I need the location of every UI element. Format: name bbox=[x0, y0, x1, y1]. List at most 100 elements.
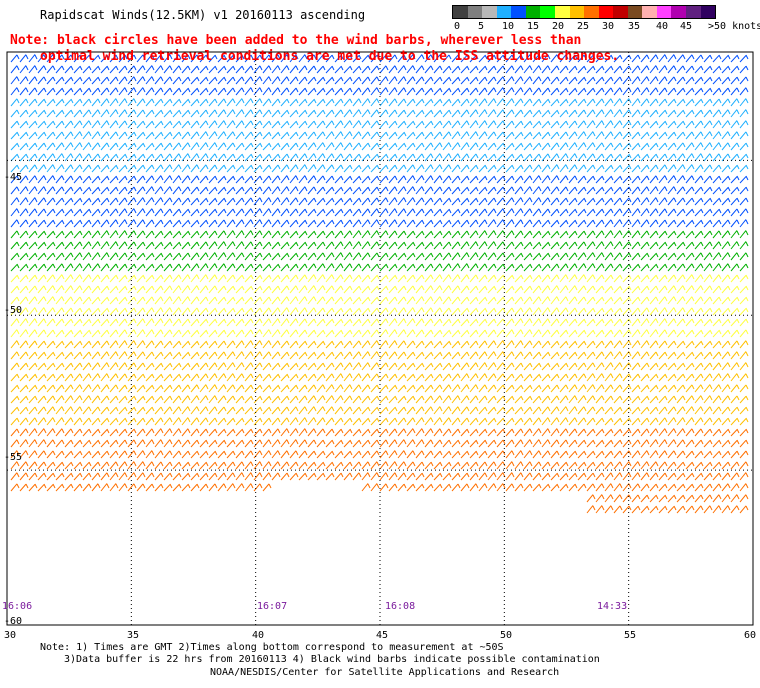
wind-barb bbox=[136, 362, 146, 371]
wind-barb bbox=[604, 120, 614, 129]
wind-barb bbox=[550, 142, 560, 151]
wind-barb bbox=[568, 76, 578, 85]
wind-barb bbox=[649, 120, 659, 129]
wind-barb bbox=[118, 274, 128, 283]
lat-label-55: -55 bbox=[4, 452, 23, 463]
wind-barb bbox=[721, 505, 731, 514]
wind-barb bbox=[424, 373, 434, 382]
wind-barb bbox=[541, 439, 551, 448]
wind-barb bbox=[199, 164, 209, 173]
wind-barb bbox=[334, 76, 344, 85]
wind-barb bbox=[28, 131, 38, 140]
wind-barb bbox=[460, 230, 470, 239]
wind-barb bbox=[37, 263, 47, 272]
wind-barb bbox=[649, 87, 659, 96]
wind-barb bbox=[397, 307, 407, 316]
wind-barb bbox=[244, 186, 254, 195]
wind-barb bbox=[190, 483, 200, 492]
wind-barb bbox=[451, 175, 461, 184]
wind-barb bbox=[523, 483, 533, 492]
wind-barb bbox=[424, 241, 434, 250]
wind-barb bbox=[298, 153, 308, 162]
wind-barb bbox=[10, 450, 20, 459]
wind-barb bbox=[217, 307, 227, 316]
wind-barb bbox=[352, 461, 362, 470]
wind-barb bbox=[676, 450, 686, 459]
wind-barb bbox=[433, 450, 443, 459]
wind-barb bbox=[505, 219, 515, 228]
wind-barb bbox=[631, 461, 641, 470]
wind-barb bbox=[595, 65, 605, 74]
lon-label-45: 45 bbox=[376, 630, 389, 641]
wind-barb bbox=[730, 241, 740, 250]
wind-barb bbox=[55, 472, 65, 481]
wind-barb bbox=[10, 274, 20, 283]
wind-barb bbox=[379, 329, 389, 338]
wind-barb bbox=[712, 208, 722, 217]
wind-barb bbox=[226, 153, 236, 162]
wind-barb bbox=[379, 285, 389, 294]
lon-label-35: 35 bbox=[127, 630, 140, 641]
footer-credit: NOAA/NESDIS/Center for Satellite Applica… bbox=[210, 667, 560, 678]
wind-barb bbox=[649, 494, 659, 503]
wind-barb bbox=[289, 329, 299, 338]
wind-barb bbox=[676, 494, 686, 503]
wind-barb bbox=[640, 274, 650, 283]
wind-barb bbox=[595, 219, 605, 228]
wind-barb bbox=[397, 263, 407, 272]
gridlines bbox=[7, 52, 753, 625]
wind-barb bbox=[10, 329, 20, 338]
wind-barb bbox=[10, 131, 20, 140]
wind-barb bbox=[523, 76, 533, 85]
wind-barb bbox=[181, 395, 191, 404]
wind-barb bbox=[172, 252, 182, 261]
wind-barb bbox=[262, 219, 272, 228]
wind-barb bbox=[343, 329, 353, 338]
wind-barb bbox=[460, 351, 470, 360]
wind-barb bbox=[181, 164, 191, 173]
wind-barb bbox=[19, 142, 29, 151]
wind-barb bbox=[91, 351, 101, 360]
wind-barb bbox=[226, 318, 236, 327]
wind-barb bbox=[730, 406, 740, 415]
wind-barb bbox=[604, 472, 614, 481]
wind-barb bbox=[568, 450, 578, 459]
cb-label-45: 45 bbox=[680, 21, 693, 32]
wind-barb bbox=[352, 241, 362, 250]
wind-barb bbox=[352, 175, 362, 184]
wind-barb bbox=[163, 186, 173, 195]
wind-barb bbox=[424, 252, 434, 261]
wind-barb bbox=[388, 54, 398, 63]
wind-barb bbox=[145, 428, 155, 437]
wind-barb bbox=[541, 109, 551, 118]
wind-barb bbox=[703, 351, 713, 360]
wind-barb bbox=[712, 252, 722, 261]
wind-barb bbox=[397, 219, 407, 228]
wind-barb bbox=[73, 65, 83, 74]
wind-barb bbox=[199, 175, 209, 184]
wind-barb bbox=[334, 252, 344, 261]
wind-barb bbox=[586, 351, 596, 360]
wind-barb bbox=[667, 142, 677, 151]
wind-barb bbox=[451, 384, 461, 393]
wind-barb bbox=[154, 406, 164, 415]
wind-barb bbox=[496, 483, 506, 492]
wind-barb bbox=[613, 406, 623, 415]
wind-barb bbox=[136, 197, 146, 206]
wind-barb bbox=[136, 208, 146, 217]
wind-barb bbox=[172, 219, 182, 228]
wind-barb bbox=[172, 362, 182, 371]
wind-barb bbox=[298, 373, 308, 382]
wind-barb bbox=[568, 252, 578, 261]
wind-barb bbox=[181, 175, 191, 184]
wind-barb bbox=[253, 109, 263, 118]
wind-barb bbox=[145, 219, 155, 228]
wind-barb bbox=[631, 65, 641, 74]
wind-barb bbox=[739, 164, 749, 173]
wind-barb bbox=[541, 406, 551, 415]
wind-barb bbox=[595, 252, 605, 261]
wind-barb bbox=[370, 483, 380, 492]
wind-barb bbox=[199, 263, 209, 272]
wind-barb bbox=[154, 142, 164, 151]
wind-barb bbox=[100, 219, 110, 228]
